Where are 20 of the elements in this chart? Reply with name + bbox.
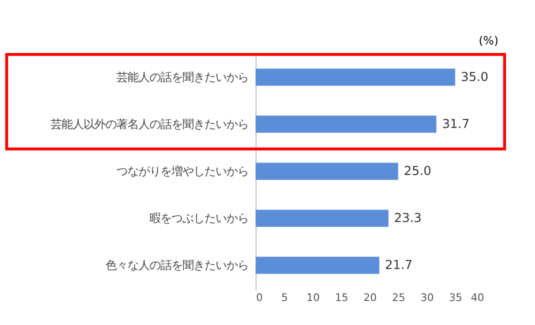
x-tick-label: 0 [256,292,263,304]
x-tick-label: 20 [363,292,377,304]
y-tick-label: 芸能人以外の著名人の話を聞きたいから [50,117,248,132]
x-tick-label: 10 [306,292,320,304]
x-tick-label: 25 [392,292,406,304]
data-label: 35.0 [460,70,489,84]
data-label: 23.3 [394,211,422,226]
data-label: 25.0 [404,164,432,178]
data-label: 21.7 [385,258,413,272]
x-axis-title: (%) [478,33,498,48]
x-tick-label: 30 [420,292,434,304]
x-tick-label: 5 [281,292,288,304]
y-tick-label: つながりを増やしたいから [116,164,248,178]
data-label: 31.7 [442,117,470,132]
x-tick-label: 35 [449,292,462,304]
y-tick-label: 芸能人の話を聞きたいから [116,70,248,84]
x-tick-label: 40 [470,292,484,304]
x-tick-label: 15 [334,292,348,304]
y-tick-label: 暇をつぶしたいから [149,211,248,226]
y-tick-label: 色々な人の話を聞きたいから [105,258,248,272]
